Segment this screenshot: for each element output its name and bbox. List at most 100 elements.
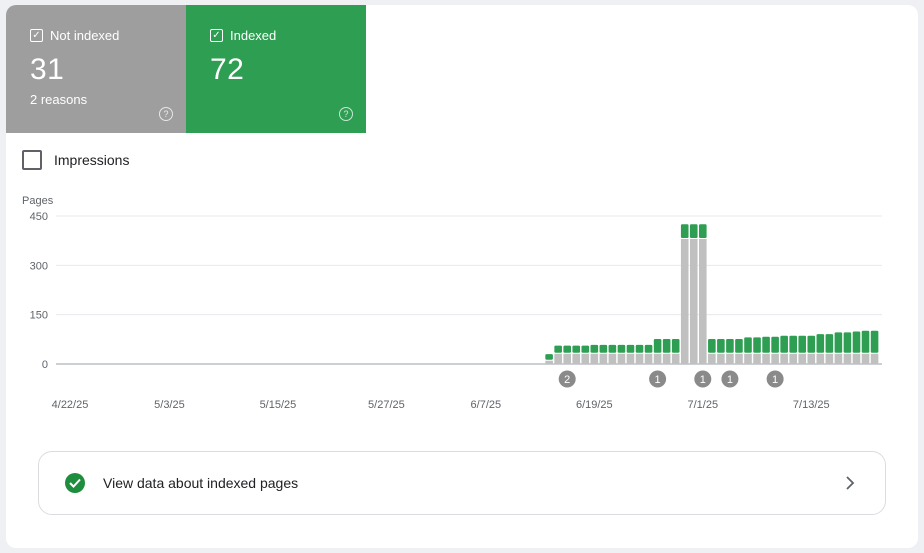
- annotation-label: 1: [727, 374, 733, 386]
- bar-not-indexed: [689, 239, 698, 364]
- checkbox-checked-icon[interactable]: ✓: [210, 29, 223, 42]
- bar-indexed: [807, 335, 816, 353]
- x-tick-label: 6/7/25: [471, 399, 502, 411]
- bar-indexed: [599, 344, 608, 353]
- view-indexed-pages-label: View data about indexed pages: [103, 475, 299, 491]
- bar-indexed: [708, 339, 716, 353]
- bar-not-indexed: [744, 353, 752, 364]
- bar-indexed: [608, 344, 617, 353]
- bar-not-indexed: [870, 353, 879, 364]
- bar-indexed: [834, 332, 843, 353]
- annotation-marker: [558, 370, 576, 388]
- annotation-label: 1: [772, 374, 778, 386]
- checkbox-checked-icon[interactable]: ✓: [30, 29, 43, 42]
- bar-not-indexed: [735, 353, 743, 364]
- not-indexed-label: Not indexed: [50, 28, 120, 43]
- y-tick-label: 450: [30, 211, 48, 223]
- bar-indexed: [617, 344, 626, 353]
- x-tick-label: 5/3/25: [154, 399, 185, 411]
- bar-not-indexed: [563, 353, 571, 364]
- bar-indexed: [662, 339, 671, 353]
- bar-indexed: [735, 339, 743, 353]
- x-tick-label: 4/22/25: [52, 399, 89, 411]
- impressions-label: Impressions: [54, 152, 130, 168]
- bar-not-indexed: [653, 353, 662, 364]
- bar-indexed: [762, 336, 770, 353]
- bar-indexed: [852, 331, 861, 353]
- annotation-marker: [649, 370, 667, 388]
- bar-not-indexed: [717, 353, 725, 364]
- bar-indexed: [626, 344, 635, 353]
- bar-not-indexed: [608, 353, 617, 364]
- bar-indexed: [644, 344, 653, 353]
- bar-indexed: [554, 345, 562, 353]
- bar-not-indexed: [545, 360, 553, 364]
- help-icon[interactable]: ?: [339, 107, 353, 121]
- view-indexed-pages-link[interactable]: View data about indexed pages: [38, 451, 886, 515]
- bar-not-indexed: [617, 353, 626, 364]
- bar-indexed: [825, 334, 834, 353]
- bar-indexed: [717, 339, 725, 353]
- annotation-label: 1: [655, 374, 661, 386]
- checkbox-unchecked-icon[interactable]: [22, 150, 42, 170]
- bar-indexed: [653, 339, 662, 353]
- bar-indexed: [870, 330, 879, 353]
- annotation-marker: [766, 370, 784, 388]
- x-tick-label: 7/13/25: [793, 399, 830, 411]
- annotation-label: 2: [564, 374, 570, 386]
- annotation-marker: [694, 370, 712, 388]
- bar-not-indexed: [861, 353, 870, 364]
- help-icon[interactable]: ?: [159, 107, 173, 121]
- bar-not-indexed: [699, 239, 707, 364]
- bar-not-indexed: [843, 353, 852, 364]
- impressions-toggle[interactable]: Impressions: [22, 150, 129, 170]
- indexed-tile[interactable]: ✓ Indexed 72 ?: [186, 5, 366, 133]
- bar-not-indexed: [635, 353, 644, 364]
- bar-not-indexed: [825, 353, 834, 364]
- bar-indexed: [780, 335, 788, 353]
- bar-indexed: [789, 335, 797, 353]
- bar-indexed: [572, 345, 581, 353]
- bar-not-indexed: [590, 353, 599, 364]
- bar-indexed: [753, 337, 761, 353]
- bar-indexed: [861, 330, 870, 353]
- bar-indexed: [680, 224, 689, 239]
- bar-indexed: [699, 224, 707, 239]
- bar-indexed: [590, 344, 599, 353]
- annotation-marker: [721, 370, 739, 388]
- indexed-header: ✓ Indexed: [210, 28, 342, 43]
- bar-indexed: [689, 224, 698, 239]
- bar-indexed: [744, 337, 752, 353]
- annotation-label: 1: [700, 374, 706, 386]
- bar-not-indexed: [807, 353, 816, 364]
- not-indexed-tile[interactable]: ✓ Not indexed 31 2 reasons ?: [6, 5, 186, 133]
- bar-indexed: [581, 345, 590, 353]
- bar-not-indexed: [626, 353, 635, 364]
- bar-not-indexed: [708, 353, 716, 364]
- bar-not-indexed: [771, 353, 779, 364]
- bar-not-indexed: [581, 353, 590, 364]
- bar-indexed: [843, 332, 852, 353]
- y-tick-label: 0: [42, 359, 48, 371]
- bar-not-indexed: [662, 353, 671, 364]
- check-circle-icon: [65, 473, 85, 493]
- bar-indexed: [798, 335, 807, 353]
- bar-indexed: [771, 336, 779, 353]
- bar-not-indexed: [852, 353, 861, 364]
- bar-not-indexed: [816, 353, 825, 364]
- x-tick-label: 5/27/25: [368, 399, 405, 411]
- bar-not-indexed: [671, 353, 680, 364]
- x-tick-label: 6/19/25: [576, 399, 613, 411]
- bar-not-indexed: [753, 353, 761, 364]
- bar-not-indexed: [726, 353, 734, 364]
- bar-not-indexed: [572, 353, 581, 364]
- bar-not-indexed: [644, 353, 653, 364]
- bar-not-indexed: [554, 353, 562, 364]
- bar-indexed: [545, 354, 553, 360]
- bar-not-indexed: [680, 239, 689, 364]
- bar-indexed: [563, 345, 571, 353]
- page-indexing-card: ✓ Not indexed 31 2 reasons ? ✓ Indexed 7…: [6, 5, 918, 548]
- x-tick-label: 7/1/25: [688, 399, 719, 411]
- indexed-label: Indexed: [230, 28, 277, 43]
- not-indexed-header: ✓ Not indexed: [30, 28, 162, 43]
